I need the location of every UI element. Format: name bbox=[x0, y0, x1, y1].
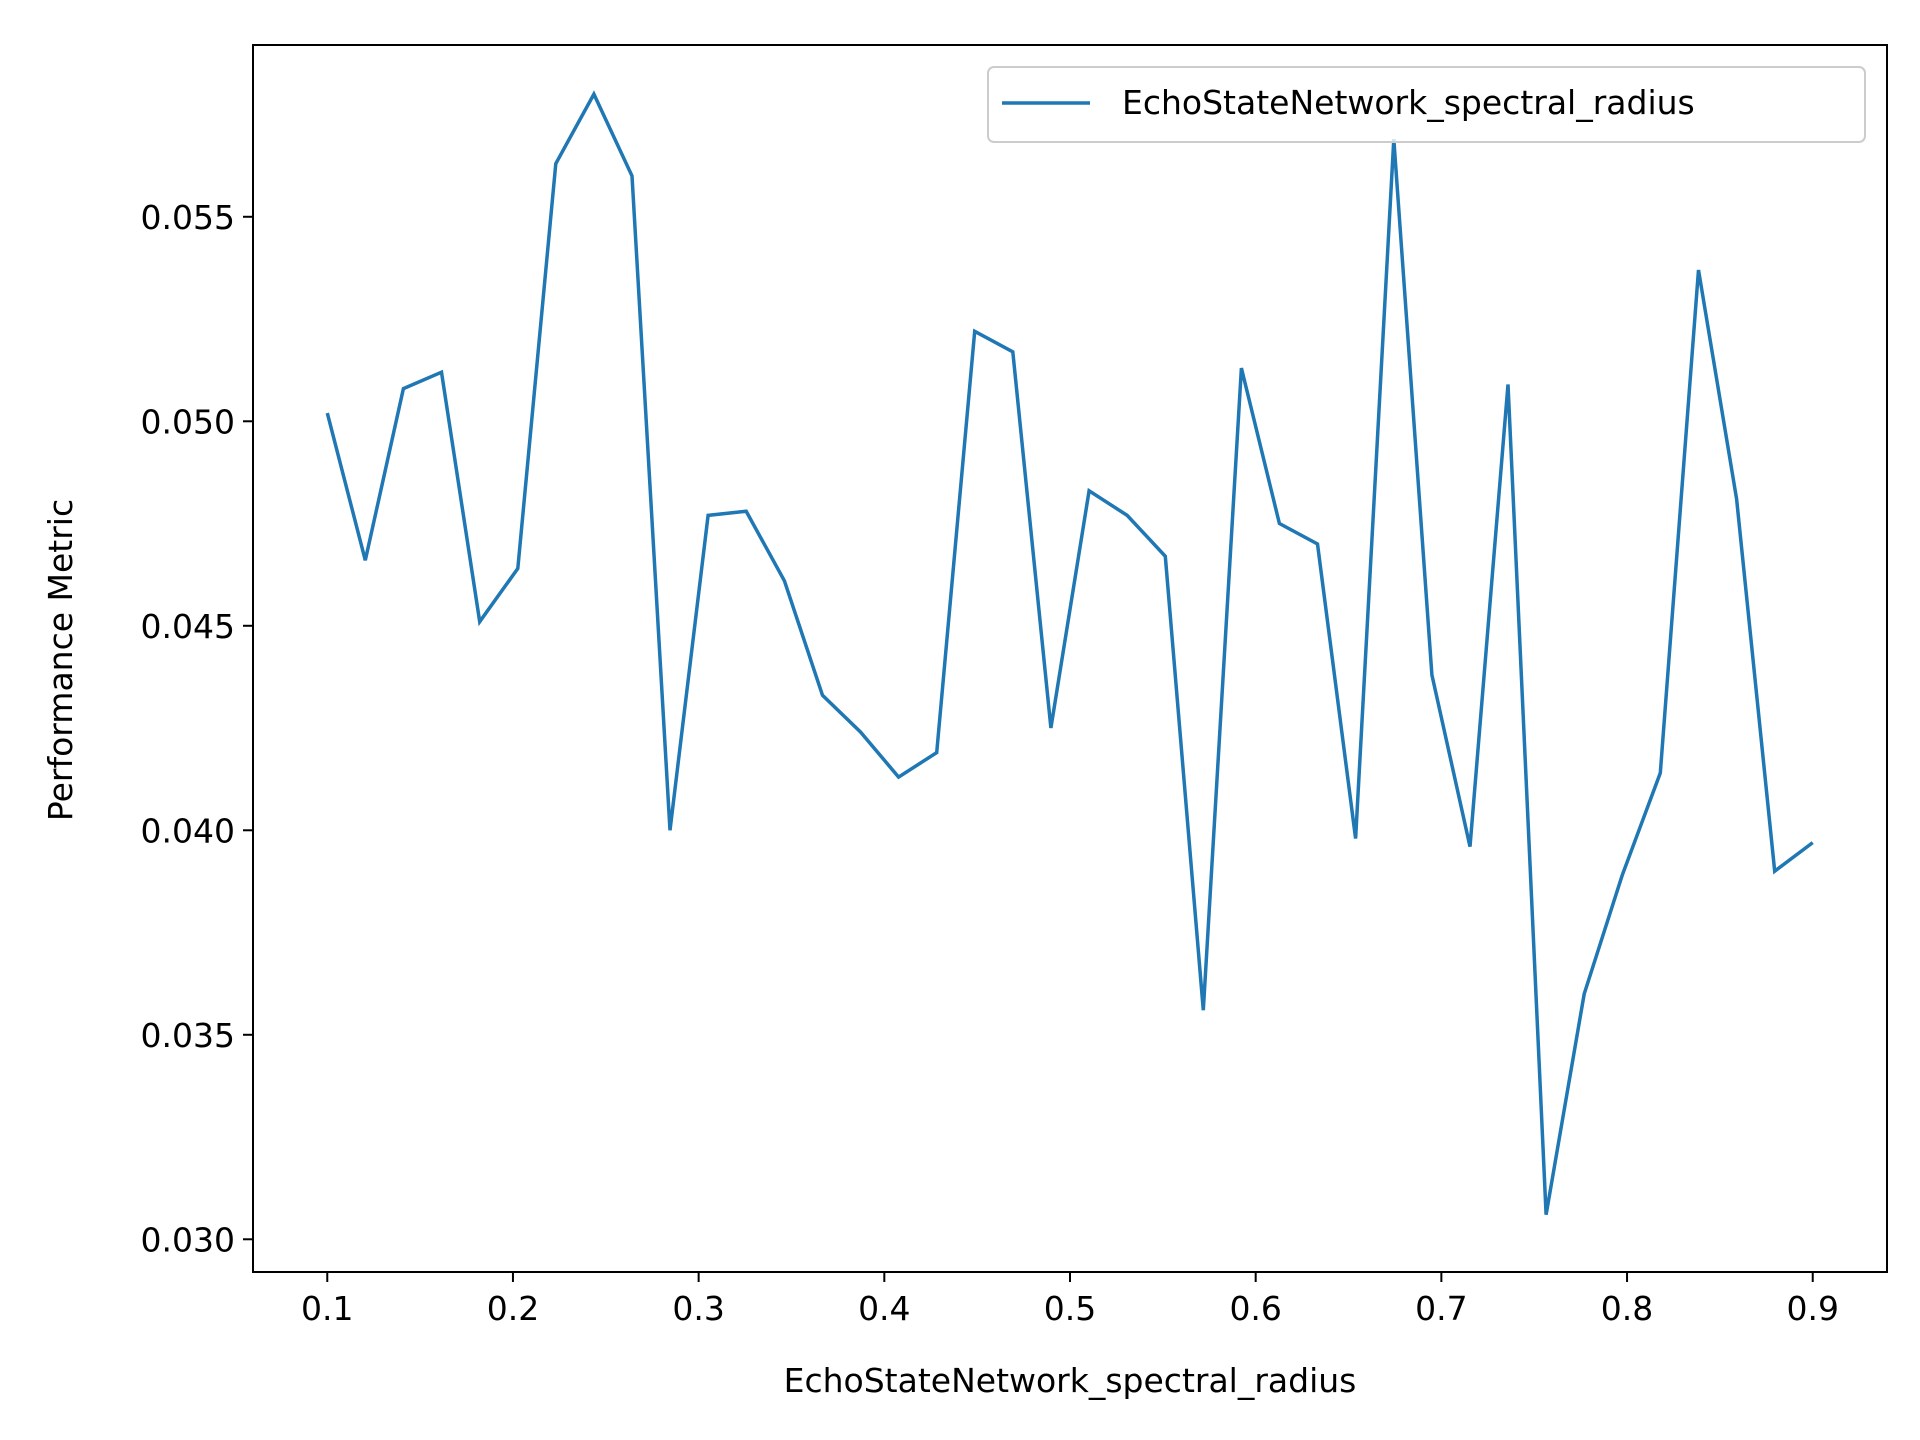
x-tick-label: 0.2 bbox=[487, 1289, 539, 1328]
y-axis-label: Performance Metric bbox=[41, 499, 80, 821]
y-axis: 0.030 0.035 0.040 0.045 0.050 0.055 bbox=[141, 198, 253, 1259]
y-tick-label: 0.050 bbox=[141, 402, 235, 441]
x-tick-label: 0.4 bbox=[858, 1289, 910, 1328]
x-tick-label: 0.7 bbox=[1415, 1289, 1467, 1328]
x-axis: 0.1 0.2 0.3 0.4 0.5 0.6 0.7 0.8 0.9 bbox=[301, 1272, 1839, 1328]
x-axis-label: EchoStateNetwork_spectral_radius bbox=[784, 1361, 1357, 1400]
legend: EchoStateNetwork_spectral_radius bbox=[987, 66, 1866, 143]
y-tick-label: 0.035 bbox=[141, 1016, 235, 1055]
x-tick-label: 0.9 bbox=[1786, 1289, 1838, 1328]
x-tick-label: 0.5 bbox=[1044, 1289, 1096, 1328]
legend-series-label: EchoStateNetwork_spectral_radius bbox=[1122, 83, 1695, 122]
x-tick-label: 0.1 bbox=[301, 1289, 353, 1328]
x-tick-label: 0.6 bbox=[1229, 1289, 1281, 1328]
y-tick-label: 0.045 bbox=[141, 607, 235, 646]
series-line bbox=[325, 90, 1814, 1215]
y-tick-label: 0.030 bbox=[141, 1220, 235, 1259]
series-layer bbox=[325, 90, 1814, 1215]
x-tick-label: 0.8 bbox=[1601, 1289, 1653, 1328]
x-tick-label: 0.3 bbox=[672, 1289, 724, 1328]
legend-box bbox=[987, 66, 1866, 143]
y-tick-label: 0.055 bbox=[141, 198, 235, 237]
y-tick-label: 0.040 bbox=[141, 811, 235, 850]
